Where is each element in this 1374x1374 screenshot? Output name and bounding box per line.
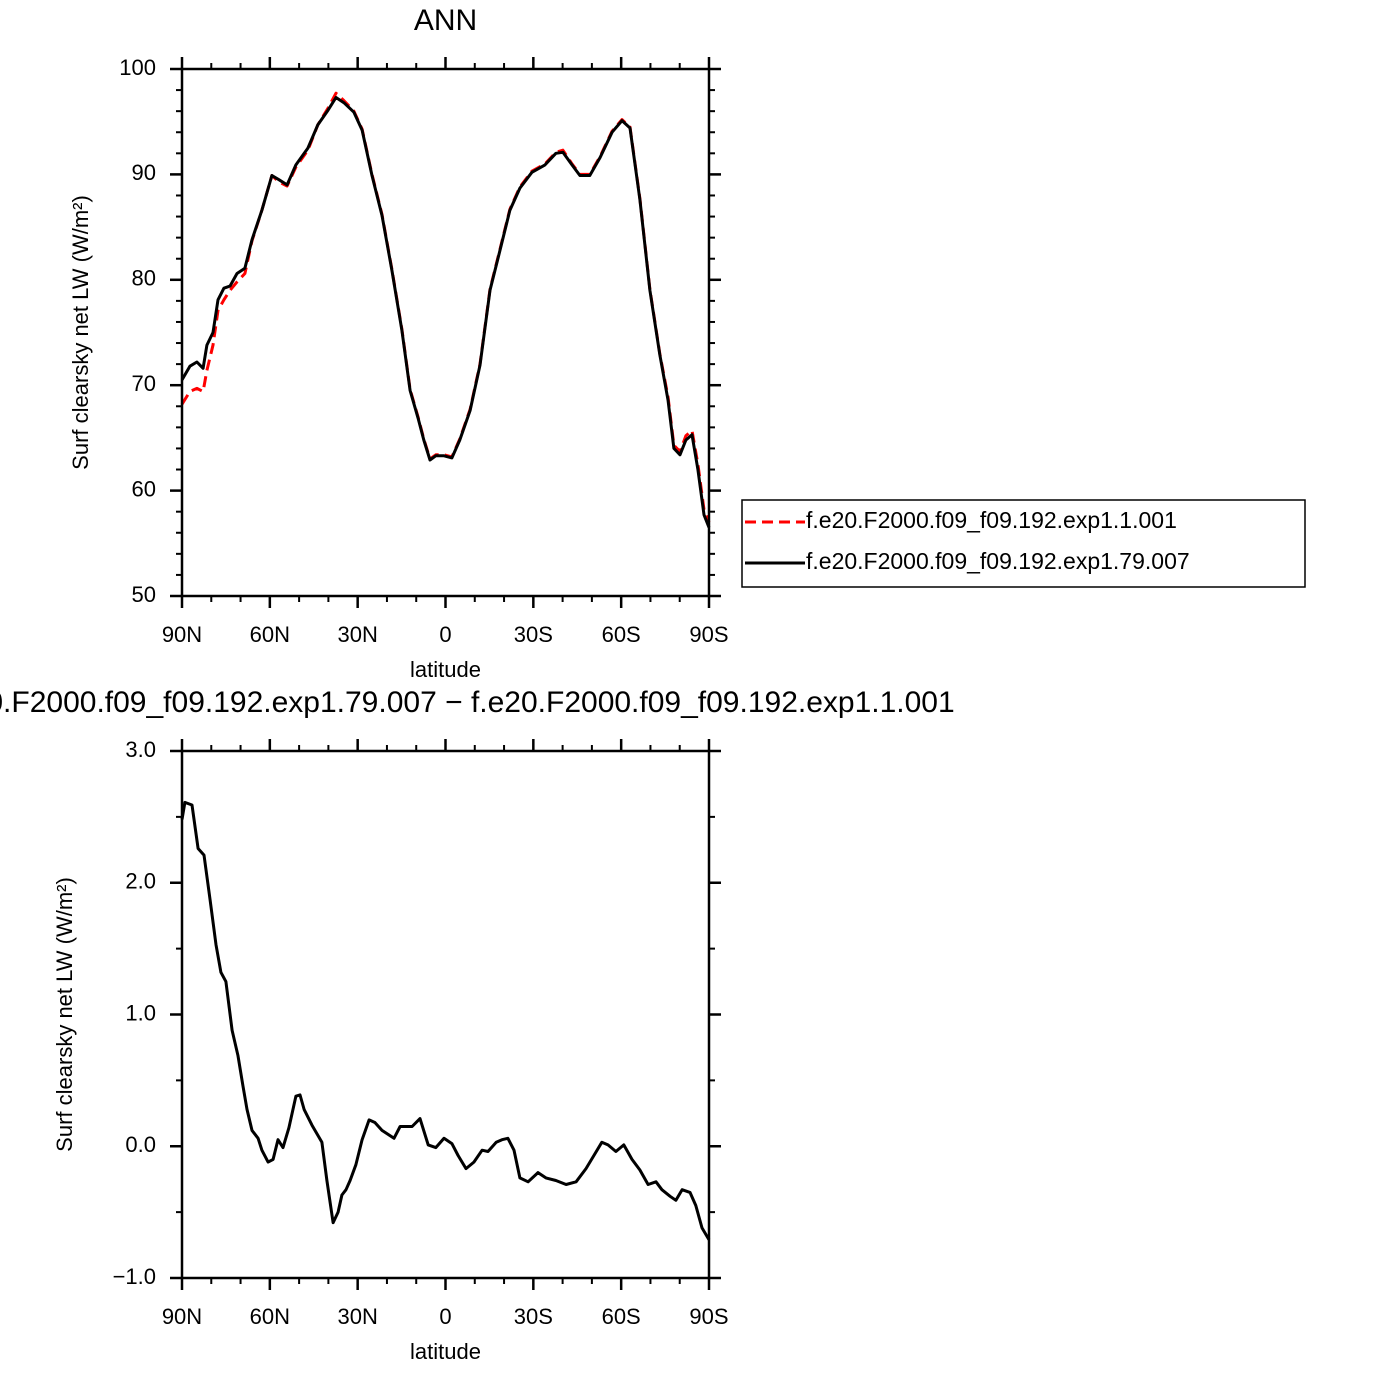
y-axis-label: Surf clearsky net LW (W/m²) [52,877,77,1152]
y-tick-label: −1.0 [113,1264,156,1289]
plot-frame [180,749,711,1280]
x-axis-label: latitude [410,657,481,682]
x-tick-label: 30S [514,622,553,647]
y-tick-label: 1.0 [125,1000,156,1025]
x-tick-label: 60N [250,622,290,647]
x-tick-label: 30S [514,1304,553,1329]
y-tick-label: 90 [132,160,156,185]
line [180,91,711,523]
x-tick-label: 30N [337,1304,377,1329]
y-axis-label: Surf clearsky net LW (W/m²) [68,195,93,470]
y-tick-label: 70 [132,371,156,396]
x-tick-label: 0 [439,622,451,647]
x-tick-label: 90N [162,1304,202,1329]
line [180,800,711,1241]
y-tick-label: 100 [119,55,156,80]
chart-title: f.e20.F2000.f09_f09.192.exp1.79.007 − f.… [0,686,955,719]
x-tick-label: 30N [337,622,377,647]
y-tick-label: 60 [132,476,156,501]
legend-label: f.e20.F2000.f09_f09.192.exp1.79.007 [806,548,1190,574]
y-tick-label: 3.0 [125,737,156,762]
legend-box [741,499,1306,588]
y-tick-label: 2.0 [125,869,156,894]
x-tick-label: 90S [689,622,728,647]
x-tick-label: 90N [162,622,202,647]
plot-frame [180,67,711,598]
legend-label: f.e20.F2000.f09_f09.192.exp1.1.001 [806,507,1177,533]
line [180,96,711,529]
x-tick-label: 60S [602,1304,641,1329]
x-tick-label: 60S [602,622,641,647]
x-axis-label: latitude [410,1339,481,1364]
y-tick-label: 80 [132,266,156,291]
x-tick-label: 90S [689,1304,728,1329]
x-tick-label: 60N [250,1304,290,1329]
chart-title: ANN [414,4,477,37]
y-tick-label: 50 [132,582,156,607]
y-tick-label: 0.0 [125,1132,156,1157]
x-tick-label: 0 [439,1304,451,1329]
